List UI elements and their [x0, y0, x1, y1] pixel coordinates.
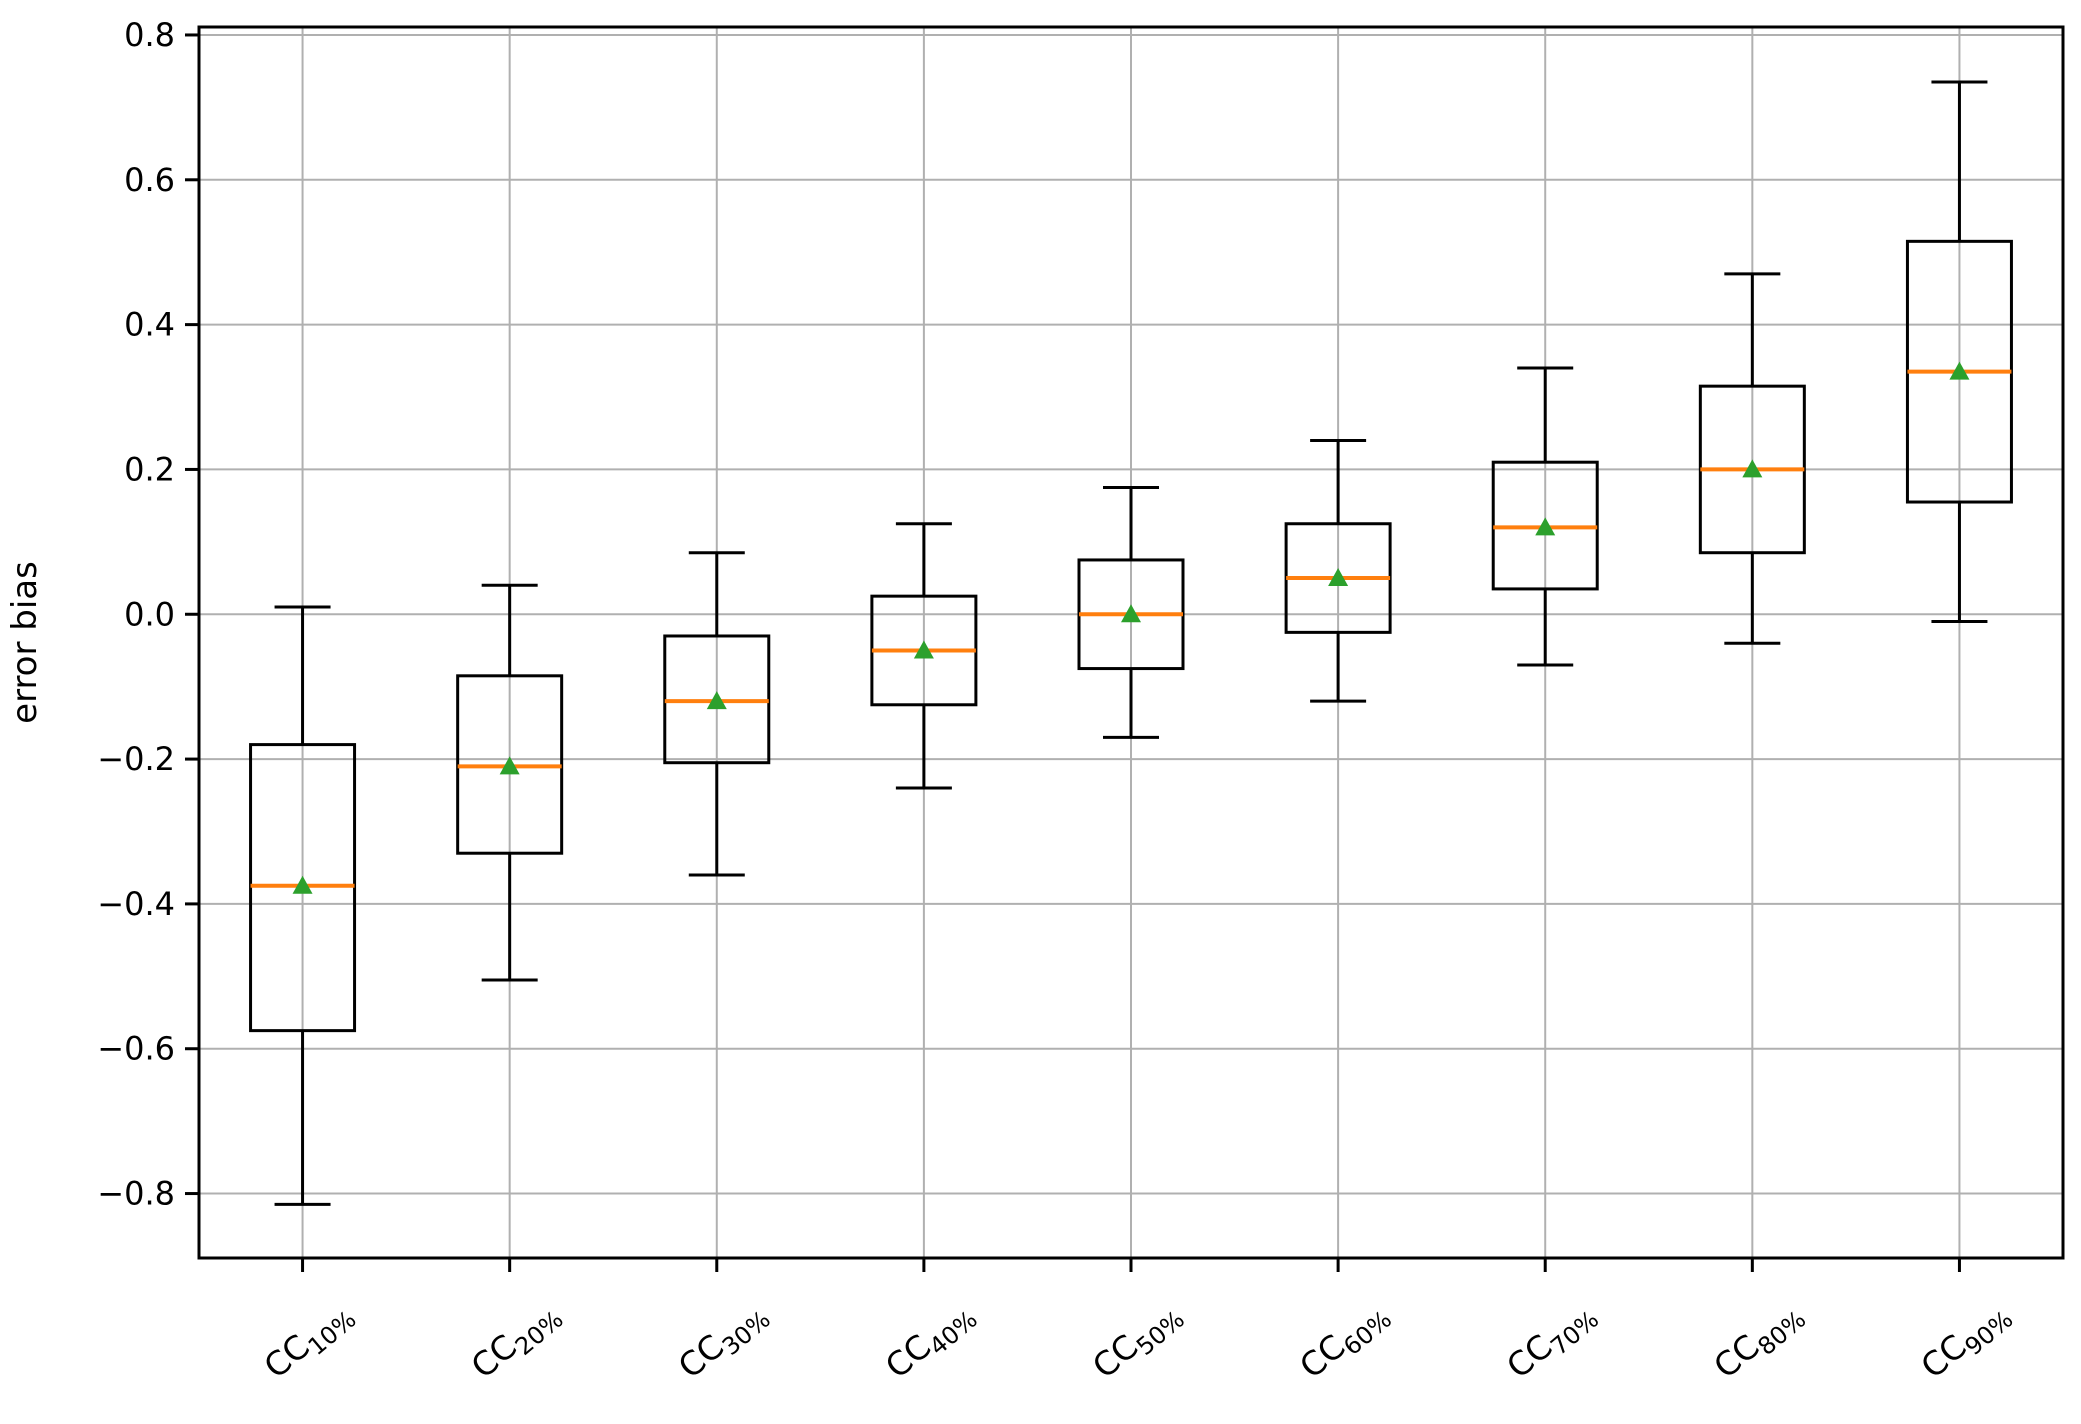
category-label: CC60%: [1292, 1292, 1397, 1390]
mean-marker: [913, 640, 934, 659]
box-cc70%: [1491, 366, 1599, 667]
category-label-group: CC20%: [464, 1292, 569, 1390]
mean-marker: [1742, 459, 1763, 478]
box-cc80%: [1698, 272, 1806, 645]
y-tick-label: 0.0: [124, 595, 175, 633]
category-label: CC20%: [464, 1292, 569, 1390]
mean-marker: [1121, 604, 1141, 623]
category-label-group: CC10%: [256, 1292, 361, 1390]
category-label: CC80%: [1706, 1292, 1811, 1390]
box-cc20%: [456, 583, 564, 982]
mean-marker: [706, 691, 727, 710]
category-label-group: CC80%: [1706, 1292, 1811, 1390]
mean-marker: [1328, 568, 1349, 587]
category-label: CC50%: [1085, 1292, 1190, 1390]
box-cc50%: [1077, 486, 1185, 739]
category-label: CC40%: [878, 1292, 983, 1390]
category-label: CC10%: [256, 1292, 361, 1390]
y-tick-label: −0.4: [97, 885, 175, 923]
y-tick-label: 0.4: [124, 306, 175, 344]
category-label-group: CC70%: [1499, 1292, 1604, 1390]
box-cc60%: [1284, 438, 1392, 703]
y-tick-label: −0.6: [97, 1030, 175, 1068]
box-cc90%: [1905, 80, 2013, 624]
category-label-group: CC50%: [1085, 1292, 1190, 1390]
category-label: CC30%: [671, 1292, 776, 1390]
category-label: CC70%: [1499, 1292, 1604, 1390]
y-axis-label: error bias: [5, 561, 45, 724]
box-cc10%: [249, 605, 357, 1206]
y-tick-label: −0.8: [97, 1175, 175, 1213]
y-tick-label: 0.6: [124, 161, 175, 199]
mean-marker: [499, 756, 520, 775]
category-label: CC90%: [1913, 1292, 2018, 1390]
box-cc30%: [663, 551, 771, 877]
mean-marker: [1949, 361, 1970, 380]
y-tick-label: 0.2: [124, 450, 175, 488]
category-label-group: CC40%: [878, 1292, 983, 1390]
mean-marker: [292, 875, 313, 894]
y-tick-label: −0.2: [97, 740, 175, 778]
category-label-group: CC30%: [671, 1292, 776, 1390]
y-tick-label: 0.8: [124, 16, 175, 54]
box-cc40%: [870, 522, 978, 790]
category-label-group: CC90%: [1913, 1292, 2018, 1390]
category-label-group: CC60%: [1292, 1292, 1397, 1390]
mean-marker: [1535, 517, 1556, 536]
